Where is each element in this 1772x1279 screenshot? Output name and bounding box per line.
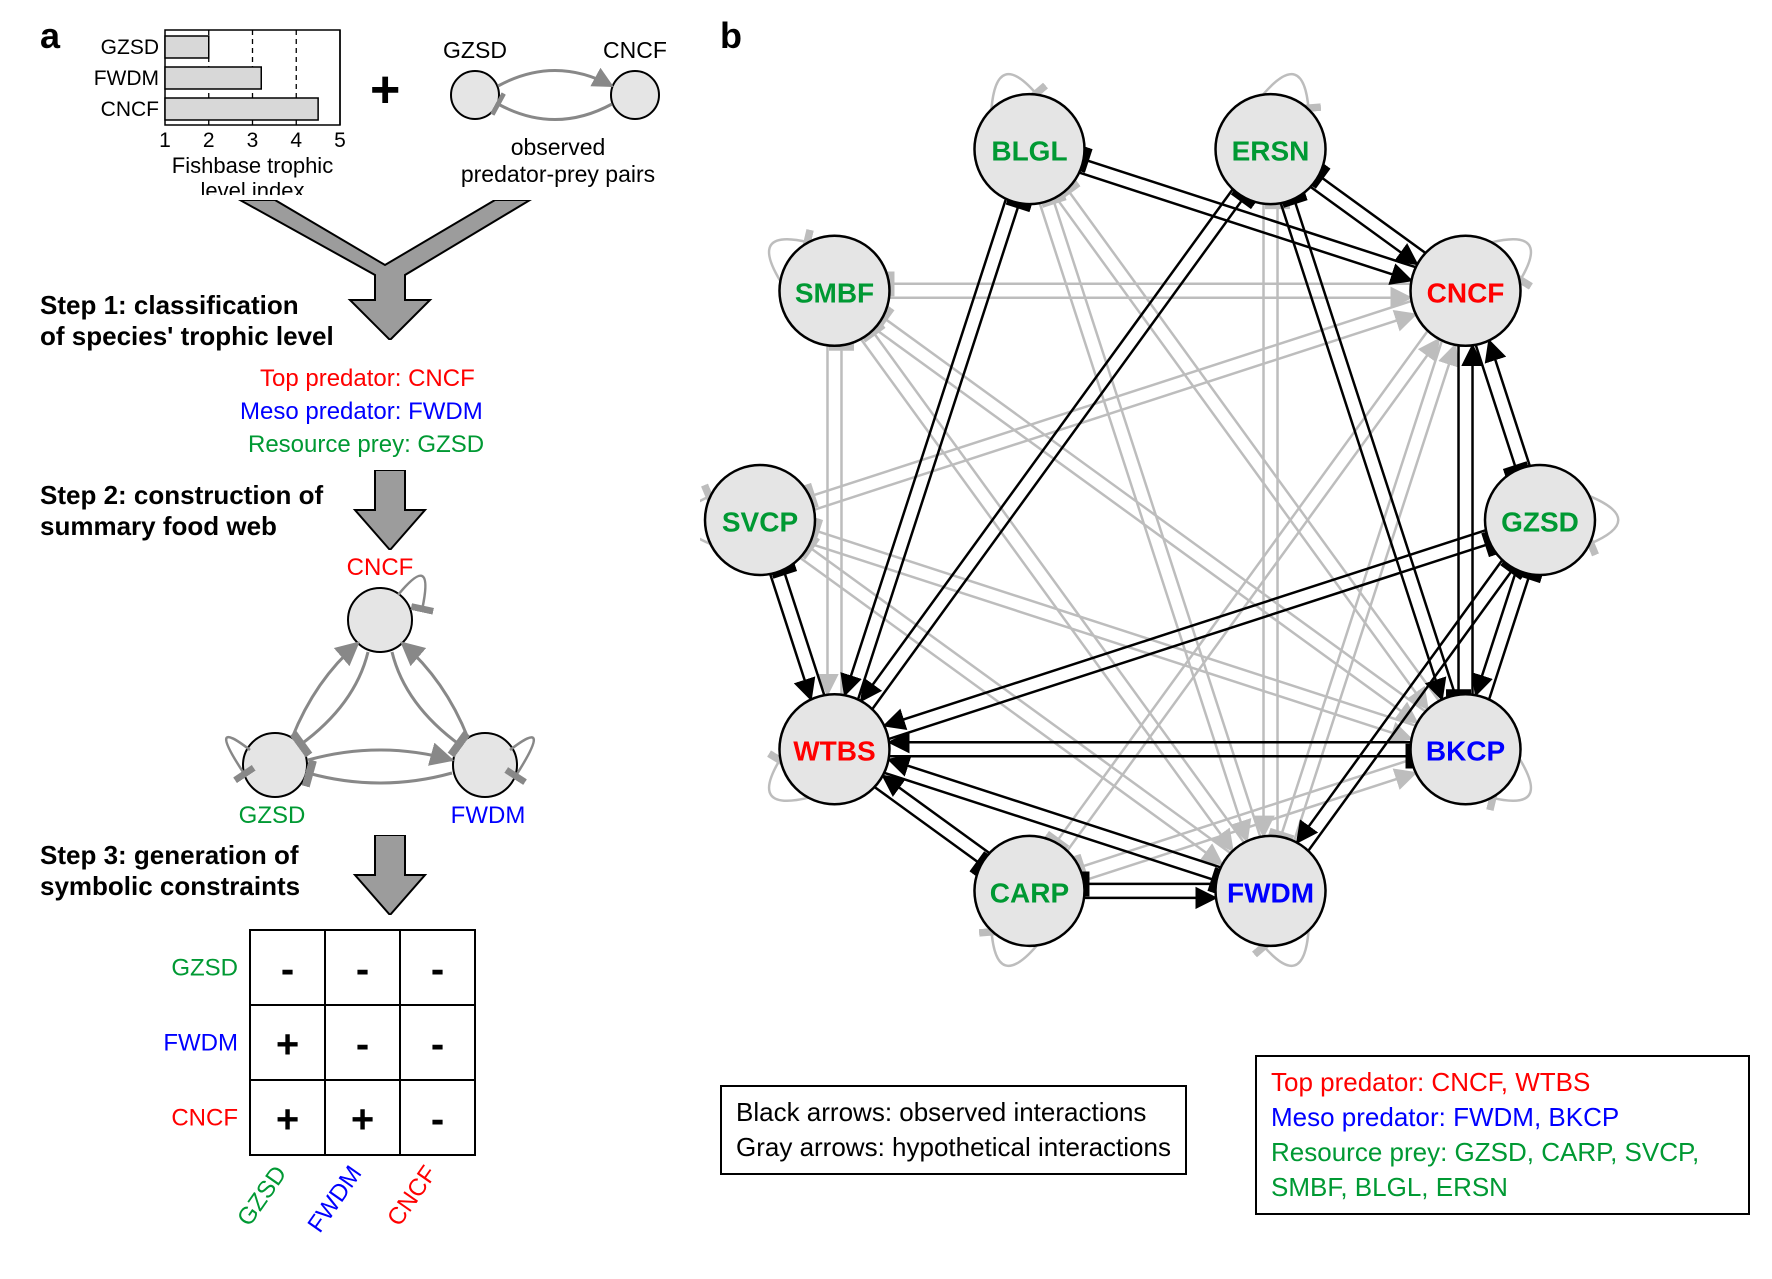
pair-diagram: GZSD CNCF observed predator-prey pairs (420, 20, 700, 200)
svg-text:GZSD: GZSD (101, 36, 159, 59)
svg-text:CNCF: CNCF (347, 555, 414, 581)
svg-text:BKCP: BKCP (1426, 736, 1505, 767)
svg-text:observed: observed (511, 134, 606, 160)
svg-text:-: - (431, 948, 444, 992)
barchart: GZSD FWDM CNCF1 2 3 4 5Fishbase trophiclevel i… (95, 25, 365, 195)
legend-trophic: Top predator: CNCF, WTBS Meso predator: … (1255, 1055, 1750, 1215)
step1-top: Top predator: CNCF (260, 365, 475, 393)
svg-text:FWDM: FWDM (95, 67, 159, 90)
svg-text:CARP: CARP (990, 877, 1069, 908)
svg-text:GZSD: GZSD (232, 1161, 292, 1231)
legend-arrows: Black arrows: observed interactions Gray… (720, 1085, 1187, 1175)
svg-text:FWDM: FWDM (302, 1161, 367, 1238)
svg-text:GZSD: GZSD (171, 955, 238, 982)
svg-text:+: + (351, 1098, 374, 1142)
plus-sign: + (370, 60, 400, 120)
svg-text:5: 5 (334, 129, 346, 152)
svg-text:FWDM: FWDM (1227, 877, 1314, 908)
svg-text:2: 2 (203, 129, 215, 152)
step1-res: Resource prey: GZSD (248, 431, 484, 459)
svg-text:GZSD: GZSD (1501, 507, 1579, 538)
panel-a-label: a (40, 15, 60, 57)
svg-text:FWDM: FWDM (451, 802, 526, 829)
svg-text:GZSD: GZSD (443, 37, 507, 63)
svg-text:-: - (356, 948, 369, 992)
step2-title: Step 2: construction of summary food web (40, 480, 323, 542)
svg-text:BLGL: BLGL (991, 136, 1067, 167)
svg-text:-: - (356, 1023, 369, 1067)
svg-text:predator-prey pairs: predator-prey pairs (461, 161, 655, 187)
svg-text:CNCF: CNCF (171, 1105, 238, 1132)
svg-text:-: - (431, 1098, 444, 1142)
svg-text:GZSD: GZSD (239, 802, 306, 829)
svg-text:+: + (276, 1023, 299, 1067)
svg-text:4: 4 (290, 129, 302, 152)
svg-text:FWDM: FWDM (163, 1030, 238, 1057)
svg-text:CNCF: CNCF (1427, 277, 1505, 308)
svg-text:CNCF: CNCF (382, 1161, 442, 1231)
step3-title: Step 3: generation of symbolic constrain… (40, 840, 300, 902)
svg-text:SMBF: SMBF (795, 277, 874, 308)
step1-title: Step 1: classification of species' troph… (40, 290, 334, 352)
constraint-matrix: ---GZSD+--FWDM++-CNCFGZSDFWDMCNCF (130, 920, 560, 1260)
svg-text:-: - (431, 1023, 444, 1067)
svg-text:CNCF: CNCF (603, 37, 667, 63)
svg-text:1: 1 (159, 129, 171, 152)
svg-text:WTBS: WTBS (793, 736, 875, 767)
svg-text:-: - (281, 948, 294, 992)
svg-text:ERSN: ERSN (1232, 136, 1310, 167)
foodweb-diagram: CNCF GZSD FWDM (200, 555, 560, 835)
svg-text:+: + (276, 1098, 299, 1142)
svg-text:Fishbase trophic: Fishbase trophic (172, 153, 333, 178)
svg-text:CNCF: CNCF (101, 98, 159, 121)
svg-text:level index: level index (201, 178, 305, 195)
step2-arrow (350, 470, 430, 550)
network-diagram: BLGL ERSN SMBF CNCF SVCP GZSD WTBS BKCP CARP FWDM (700, 20, 1750, 1060)
svg-text:3: 3 (247, 129, 259, 152)
step1-meso: Meso predator: FWDM (240, 398, 483, 426)
step3-arrow (350, 835, 430, 915)
svg-text:SVCP: SVCP (722, 507, 798, 538)
